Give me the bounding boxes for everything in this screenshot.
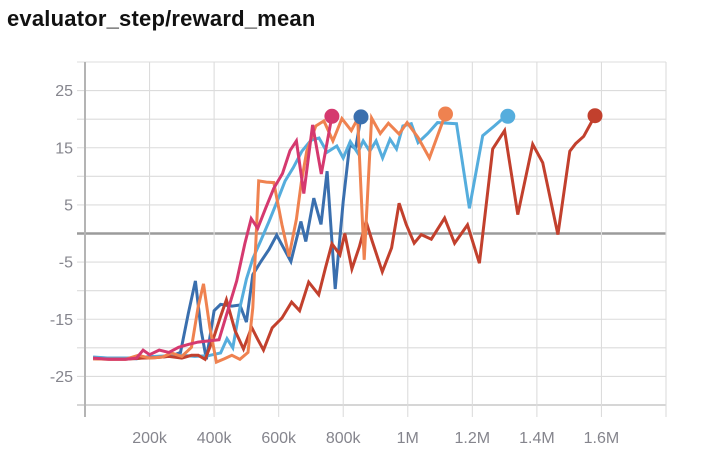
series-end-dot-orange-run[interactable] — [438, 106, 453, 122]
series-end-dot-red-run[interactable] — [587, 108, 603, 124]
x-tick-label: 1M — [397, 430, 419, 447]
x-tick-label: 1.4M — [519, 430, 555, 447]
x-tick-label: 600k — [261, 430, 297, 447]
x-tick-label: 1.6M — [584, 430, 620, 447]
y-tick-label: -25 — [50, 369, 73, 386]
series-line-pink-run[interactable] — [92, 116, 334, 361]
x-tick-label: 1.2M — [455, 430, 491, 447]
series-end-dot-dark-blue-run[interactable] — [353, 109, 369, 125]
y-tick-label: -15 — [50, 312, 73, 329]
series-line-dark-blue-run[interactable] — [93, 116, 363, 361]
series-line-light-blue-run[interactable] — [92, 114, 509, 360]
y-tick-label: 15 — [55, 140, 73, 157]
y-tick-label: -5 — [59, 255, 73, 272]
series-end-dot-light-blue-run[interactable] — [500, 108, 516, 124]
x-tick-label: 400k — [197, 430, 233, 447]
series-line-red-run[interactable] — [93, 114, 597, 362]
x-tick-label: 800k — [326, 430, 362, 447]
y-tick-label: 5 — [64, 197, 73, 214]
series-line-orange-run[interactable] — [93, 112, 447, 365]
y-tick-label: 25 — [55, 83, 73, 100]
series-layer — [92, 112, 597, 365]
x-tick-label: 200k — [132, 430, 168, 447]
axis-label-layer: 25 15 5 -5 -15 -25 200k 400k 600k 800k 1M 1.2M 1.4M 1… — [50, 83, 619, 447]
end-dot-layer — [324, 106, 603, 125]
series-end-dot-pink-run[interactable] — [324, 108, 340, 124]
chart-title: evaluator_step/reward_mean — [7, 6, 316, 31]
